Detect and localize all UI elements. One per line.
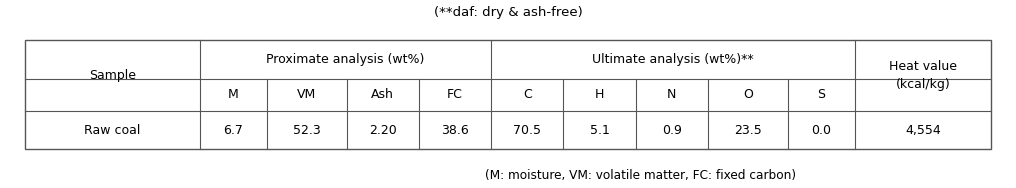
Text: 38.6: 38.6 xyxy=(441,124,469,137)
Text: N: N xyxy=(668,88,677,102)
Text: H: H xyxy=(595,88,605,102)
Text: 2.20: 2.20 xyxy=(369,124,396,137)
Text: Sample: Sample xyxy=(89,69,136,82)
Text: 4,554: 4,554 xyxy=(905,124,941,137)
Text: Proximate analysis (wt%): Proximate analysis (wt%) xyxy=(266,53,425,66)
Text: (**daf: dry & ash-free): (**daf: dry & ash-free) xyxy=(434,6,582,19)
Text: C: C xyxy=(523,88,531,102)
Text: Ash: Ash xyxy=(372,88,394,102)
Text: 5.1: 5.1 xyxy=(589,124,610,137)
Text: O: O xyxy=(743,88,753,102)
Text: VM: VM xyxy=(297,88,316,102)
Text: M: M xyxy=(228,88,239,102)
Text: Raw coal: Raw coal xyxy=(84,124,140,137)
Text: (M: moisture, VM: volatile matter, FC: fixed carbon): (M: moisture, VM: volatile matter, FC: f… xyxy=(485,169,796,182)
Text: 23.5: 23.5 xyxy=(735,124,762,137)
Text: 0.9: 0.9 xyxy=(662,124,682,137)
Text: Ultimate analysis (wt%)**: Ultimate analysis (wt%)** xyxy=(592,53,754,66)
Text: S: S xyxy=(818,88,826,102)
Text: 6.7: 6.7 xyxy=(224,124,243,137)
Text: 52.3: 52.3 xyxy=(293,124,321,137)
Text: 70.5: 70.5 xyxy=(513,124,542,137)
Text: 0.0: 0.0 xyxy=(812,124,831,137)
Text: Heat value
(kcal/kg): Heat value (kcal/kg) xyxy=(889,60,957,91)
Text: FC: FC xyxy=(447,88,463,102)
